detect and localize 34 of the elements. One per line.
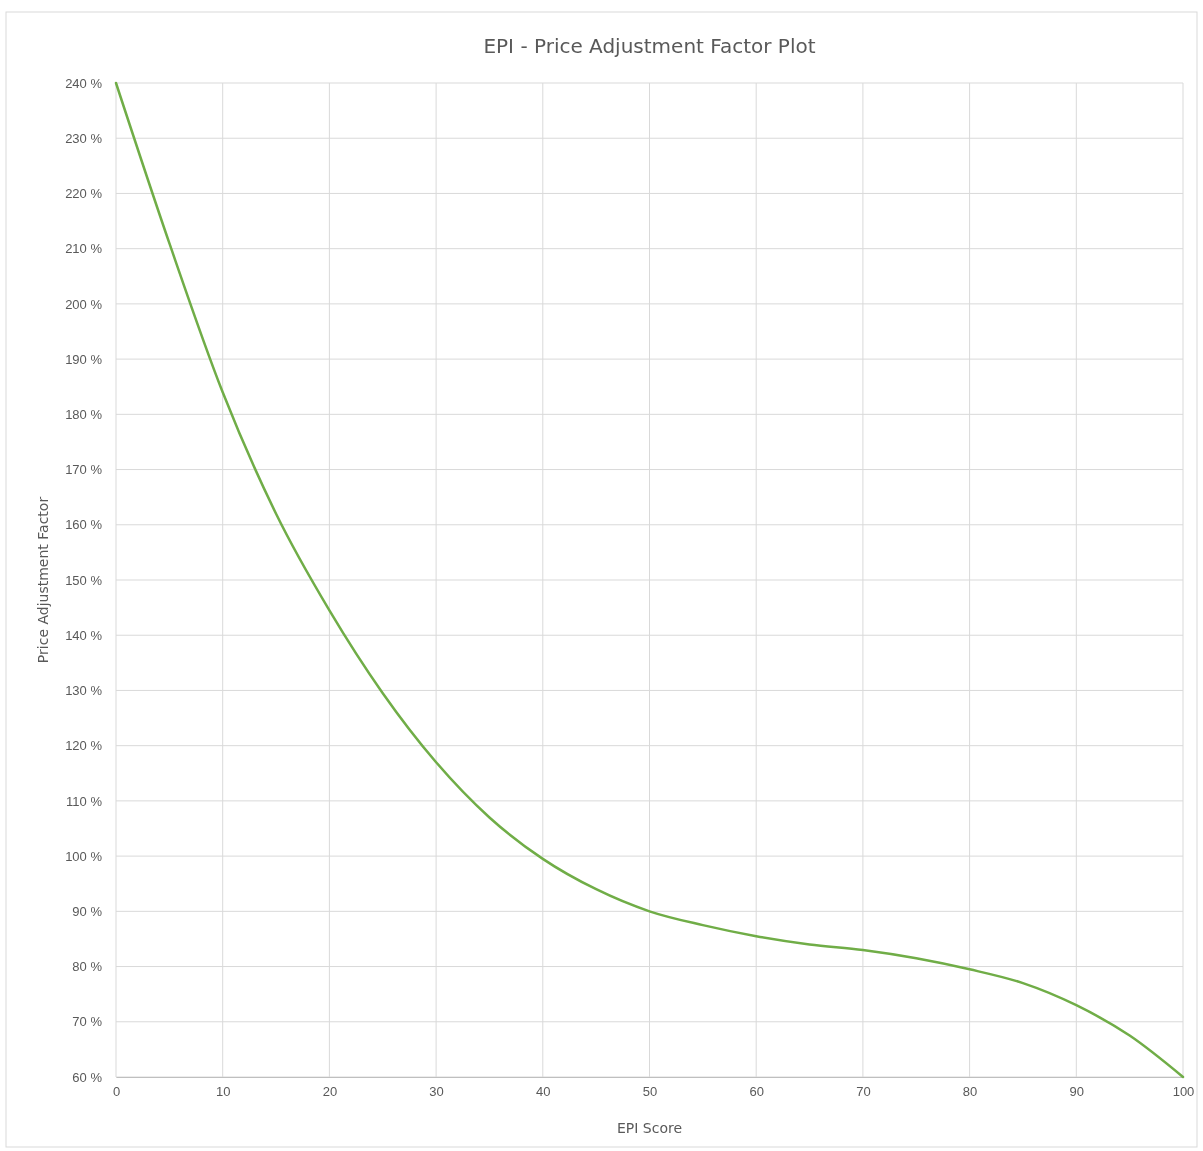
y-axis-title: Price Adjustment Factor: [35, 496, 51, 664]
y-tick-label: 90 %: [72, 903, 103, 919]
y-tick-label: 100 %: [65, 848, 103, 864]
y-tick-label: 220 %: [65, 186, 103, 202]
y-tick-label: 130 %: [65, 683, 103, 699]
y-tick-label: 80 %: [72, 959, 103, 975]
y-tick-label: 150 %: [65, 572, 103, 588]
x-tick-label: 40: [536, 1084, 551, 1100]
x-tick-label: 100: [1172, 1084, 1195, 1100]
x-tick-label: 10: [215, 1084, 231, 1100]
chart-title: EPI - Price Adjustment Factor Plot: [483, 34, 816, 58]
y-tick-label: 70 %: [72, 1014, 103, 1030]
y-tick-label: 240 %: [65, 75, 103, 91]
y-tick-label: 230 %: [65, 130, 103, 146]
y-tick-label: 160 %: [65, 517, 103, 533]
x-tick-label: 80: [962, 1084, 978, 1100]
y-tick-label: 110 %: [66, 793, 103, 809]
y-tick-label: 170 %: [65, 462, 103, 478]
y-tick-label: 190 %: [65, 351, 103, 367]
y-tick-label: 60 %: [72, 1069, 103, 1085]
x-tick-label: 50: [642, 1084, 658, 1100]
line-series: [114, 81, 1185, 1079]
x-tick-label: 30: [429, 1084, 444, 1100]
x-axis-title: EPI Score: [616, 1120, 683, 1136]
x-tick-label: 70: [856, 1084, 871, 1100]
y-tick-label: 180 %: [65, 406, 103, 422]
x-tick-label: 60: [749, 1084, 764, 1100]
x-tick-label: 90: [1069, 1084, 1085, 1100]
y-tick-label: 140 %: [65, 627, 103, 643]
y-tick-label: 120 %: [65, 738, 103, 754]
x-tick-label: 0: [112, 1084, 121, 1100]
y-tick-label: 200 %: [65, 296, 103, 312]
y-tick-label: 210 %: [65, 241, 103, 257]
x-tick-label: 20: [322, 1084, 338, 1100]
